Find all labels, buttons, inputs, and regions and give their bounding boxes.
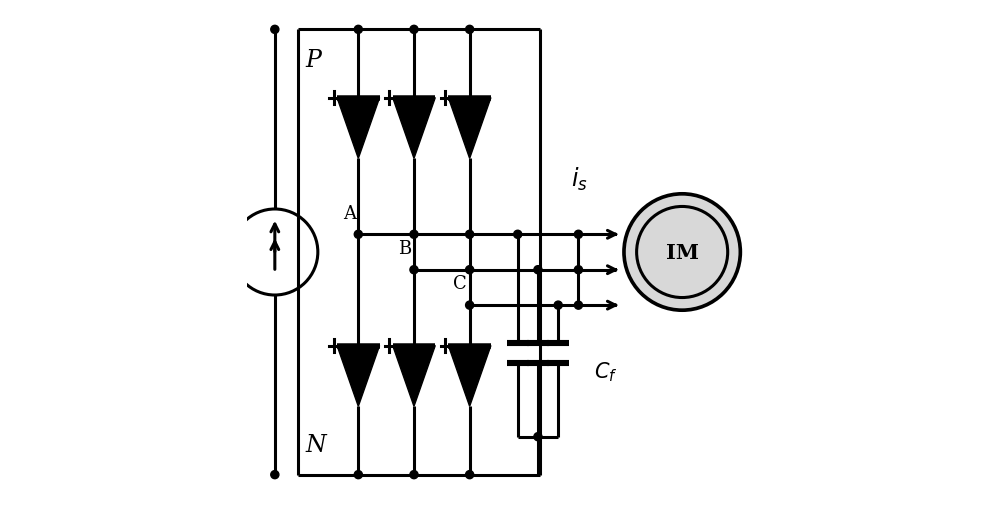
Circle shape	[271, 26, 279, 34]
Circle shape	[354, 471, 362, 479]
Text: P: P	[305, 49, 321, 72]
Text: C: C	[453, 275, 467, 293]
Text: N: N	[305, 433, 326, 456]
Circle shape	[554, 301, 562, 310]
Polygon shape	[337, 98, 380, 159]
Circle shape	[410, 266, 418, 274]
Polygon shape	[393, 346, 435, 407]
Circle shape	[534, 433, 542, 441]
Polygon shape	[393, 98, 435, 159]
Circle shape	[466, 266, 474, 274]
Circle shape	[466, 26, 474, 34]
Circle shape	[466, 471, 474, 479]
Circle shape	[624, 194, 740, 311]
Circle shape	[271, 471, 279, 479]
Circle shape	[354, 26, 362, 34]
Polygon shape	[337, 346, 380, 407]
Circle shape	[410, 471, 418, 479]
Text: $i_s$: $i_s$	[571, 166, 588, 193]
Circle shape	[574, 301, 582, 310]
Circle shape	[574, 266, 582, 274]
Text: A: A	[343, 204, 356, 222]
Circle shape	[514, 231, 522, 239]
Circle shape	[466, 231, 474, 239]
Circle shape	[354, 231, 362, 239]
Circle shape	[574, 231, 582, 239]
Circle shape	[410, 231, 418, 239]
Text: IM: IM	[666, 242, 699, 263]
Circle shape	[410, 26, 418, 34]
Circle shape	[534, 266, 542, 274]
Text: $C_f$: $C_f$	[594, 360, 617, 383]
Polygon shape	[448, 346, 491, 407]
Polygon shape	[448, 98, 491, 159]
Circle shape	[466, 301, 474, 310]
Text: B: B	[398, 239, 411, 258]
